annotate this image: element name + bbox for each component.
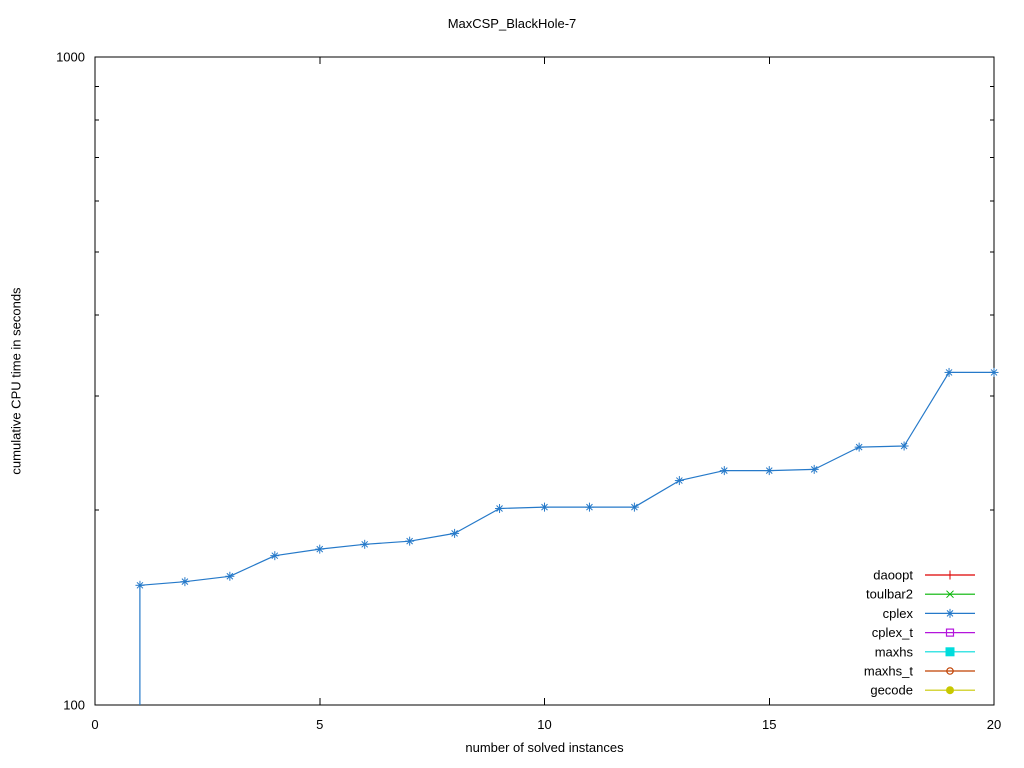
- legend-item-gecode: gecode: [870, 683, 975, 698]
- chart-title: MaxCSP_BlackHole-7: [447, 16, 577, 31]
- x-tick-label-5: 5: [316, 717, 323, 732]
- marker-filled-circle: [946, 686, 954, 695]
- x-axis-label: number of solved instances: [465, 740, 624, 755]
- legend-item-maxhs_t: maxhs_t: [864, 664, 975, 679]
- marker-plus: [945, 570, 955, 580]
- plot-frame: [94, 56, 995, 706]
- marker-asterisk: [405, 536, 415, 546]
- marker-asterisk: [674, 476, 684, 486]
- legend-label-maxhs_t: maxhs_t: [864, 664, 914, 679]
- x-tick-label-10: 10: [537, 717, 551, 732]
- legend-item-cplex: cplex: [883, 606, 975, 621]
- marker-asterisk: [945, 608, 955, 618]
- marker-asterisk: [135, 580, 145, 590]
- marker-cross: [946, 590, 954, 599]
- legend-item-daoopt: daoopt: [873, 568, 975, 583]
- marker-asterisk: [899, 441, 909, 451]
- legend-label-cplex_t: cplex_t: [872, 625, 914, 640]
- series-cplex-markers: [135, 367, 999, 590]
- marker-asterisk: [495, 504, 505, 514]
- marker-asterisk: [180, 577, 190, 587]
- marker-asterisk: [315, 544, 325, 554]
- legend-label-gecode: gecode: [870, 683, 913, 698]
- legend-item-maxhs: maxhs: [875, 644, 975, 659]
- y-tick-label-1000: 1000: [56, 50, 85, 65]
- marker-asterisk: [629, 502, 639, 512]
- marker-asterisk: [809, 464, 819, 474]
- legend-label-daoopt: daoopt: [873, 568, 913, 583]
- axis-ticks: 0 5 10 15 20 100 1000: [56, 50, 1001, 733]
- marker-asterisk: [540, 502, 549, 512]
- marker-asterisk: [584, 502, 594, 512]
- marker-open-square: [945, 628, 955, 637]
- legend-item-cplex_t: cplex_t: [872, 625, 975, 640]
- marker-asterisk: [719, 466, 729, 476]
- legend-item-toulbar2: toulbar2: [866, 587, 975, 602]
- marker-asterisk: [360, 539, 370, 549]
- legend-label-cplex: cplex: [883, 606, 914, 621]
- legend-label-toulbar2: toulbar2: [866, 587, 913, 602]
- legend-label-maxhs: maxhs: [875, 644, 914, 659]
- marker-asterisk: [989, 367, 999, 377]
- y-tick-label-100: 100: [63, 698, 85, 713]
- marker-open-circle: [946, 667, 954, 675]
- marker-asterisk: [854, 442, 864, 452]
- marker-asterisk: [764, 466, 774, 476]
- marker-filled-square: [945, 647, 955, 657]
- marker-asterisk: [450, 528, 460, 538]
- marker-asterisk: [270, 551, 280, 561]
- x-tick-label-0: 0: [91, 717, 98, 732]
- marker-asterisk: [944, 367, 954, 377]
- series-cplex-line: [139, 371, 994, 705]
- series-cplex: [135, 367, 999, 705]
- x-tick-label-15: 15: [762, 717, 776, 732]
- x-tick-label-20: 20: [987, 717, 1001, 732]
- marker-asterisk: [225, 571, 235, 581]
